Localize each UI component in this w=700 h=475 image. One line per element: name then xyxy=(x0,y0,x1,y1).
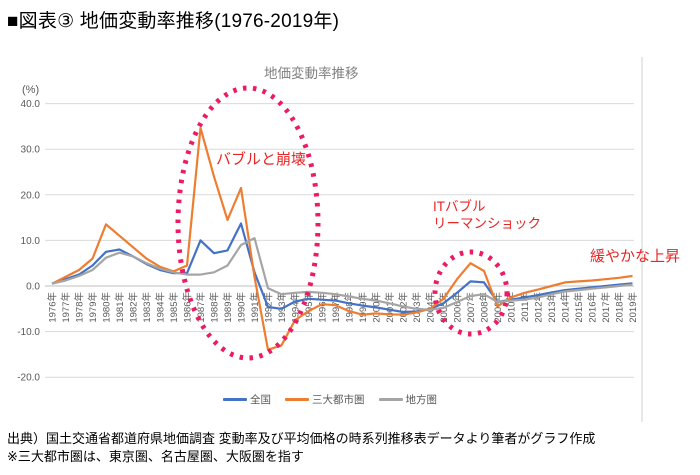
x-tick-label: 2019年 xyxy=(627,292,639,323)
legend-line-swatch-gray xyxy=(378,398,403,401)
y-tick-label: 10.0 xyxy=(21,236,41,247)
x-tick-label: 1986年 xyxy=(182,292,194,323)
x-tick-label: 1998年 xyxy=(344,292,356,323)
source-note: 出典）国土交通省都道府県地価調査 変動率及び平均価格の時系列推移表データより筆者… xyxy=(7,431,596,446)
x-tick-label: 1977年 xyxy=(60,292,72,323)
legend-item-chihoken: 地方圏 xyxy=(378,392,438,407)
legend-label: 地方圏 xyxy=(405,394,438,406)
x-tick-label: 1983年 xyxy=(141,292,153,323)
x-tick-label: 2016年 xyxy=(587,292,599,323)
x-tick-label: 1988年 xyxy=(209,292,221,323)
y-tick-label: -20.0 xyxy=(17,373,40,384)
annotation-lehman-line: リーマンショック xyxy=(433,216,541,231)
legend-label: 全国 xyxy=(250,394,271,406)
x-tick-label: 1982年 xyxy=(128,292,140,323)
annotation-it-bubble-lehman: ITバブル リーマンショック xyxy=(433,198,541,232)
bubble-crash-ellipse-annotation xyxy=(175,85,321,361)
it-bubble-ellipse-annotation xyxy=(432,249,510,337)
x-tick-label: 2014年 xyxy=(560,292,572,323)
x-tick-label: 1993年 xyxy=(276,292,288,323)
x-tick-label: 1989年 xyxy=(222,292,234,323)
x-tick-label: 2013年 xyxy=(546,292,558,323)
y-tick-label: 0.0 xyxy=(26,282,40,293)
legend-item-zenkoku: 全国 xyxy=(223,392,271,407)
figure-title: ■図表③ 地価変動率推移(1976-2019年) xyxy=(7,11,340,32)
x-tick-label: 1980年 xyxy=(101,292,113,323)
x-tick-label: 1985年 xyxy=(168,292,180,323)
x-tick-label: 2007年 xyxy=(465,292,477,323)
x-tick-label: 2018年 xyxy=(614,292,626,323)
y-tick-label: 20.0 xyxy=(21,190,41,201)
annotation-bubble-crash: バブルと崩壊 xyxy=(216,151,307,168)
x-tick-label: 1979年 xyxy=(87,292,99,323)
legend-label: 三大都市圏 xyxy=(312,394,365,406)
x-tick-label: 2017年 xyxy=(600,292,612,323)
x-tick-label: 2008年 xyxy=(479,292,491,323)
x-tick-label: 1984年 xyxy=(155,292,167,323)
y-tick-label: -10.0 xyxy=(17,327,40,338)
definition-note: ※三大都市圏は、東京圏、名古屋圏、大阪圏を指す xyxy=(7,449,304,464)
x-tick-label: 1987年 xyxy=(195,292,207,323)
x-tick-label: 2003年 xyxy=(411,292,423,323)
y-tick-label: 30.0 xyxy=(21,145,41,156)
legend-item-sandaitoshiken: 三大都市圏 xyxy=(285,392,365,407)
x-tick-label: 1981年 xyxy=(114,292,126,323)
x-tick-label: 1978年 xyxy=(74,292,86,323)
x-tick-label: 2001年 xyxy=(384,292,396,323)
series-line-地方圏 xyxy=(51,237,633,311)
x-tick-label: 2015年 xyxy=(573,292,585,323)
chart-legend: 全国 三大都市圏 地方圏 xyxy=(0,392,660,407)
x-tick-label: 1994年 xyxy=(290,292,302,323)
legend-line-swatch-orange xyxy=(285,398,309,401)
x-tick-label: 1990年 xyxy=(236,292,248,323)
annotation-gentle-rise: 緩やかな上昇 xyxy=(590,248,681,265)
x-tick-label: 1976年 xyxy=(47,292,59,323)
series-line-三大都市圏 xyxy=(51,126,633,351)
chart-title: 地価変動率推移 xyxy=(264,66,359,81)
y-axis-unit-label: (%) xyxy=(22,84,40,96)
legend-line-swatch-blue xyxy=(223,398,247,401)
x-tick-label: 1995年 xyxy=(303,292,315,323)
x-tick-label: 1997年 xyxy=(330,292,342,323)
y-tick-label: 40.0 xyxy=(21,99,41,110)
x-tick-label: 2012年 xyxy=(533,292,545,323)
annotation-it-bubble-line: ITバブル xyxy=(433,199,486,214)
